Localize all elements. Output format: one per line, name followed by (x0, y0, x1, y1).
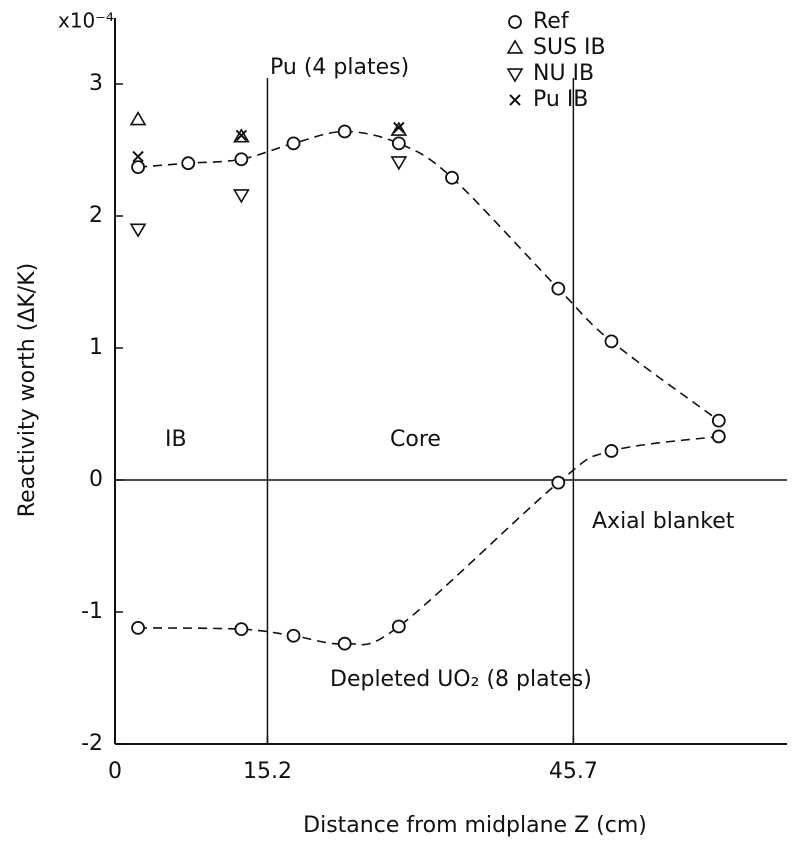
y-tick-label: 3 (89, 71, 103, 96)
x-tick-label: 15.2 (243, 759, 292, 784)
data-point (711, 429, 726, 444)
data-point (234, 152, 249, 167)
data-point (232, 189, 250, 204)
legend-marker (509, 94, 521, 106)
x-tick-label: 45.7 (549, 759, 598, 784)
data-point (604, 334, 619, 349)
y-tick-label: -1 (81, 599, 103, 624)
legend-label: Pu IB (533, 87, 588, 112)
y-axis-label: Reactivity worth (ΔK/K) (15, 263, 40, 517)
data-point (551, 281, 566, 296)
data-point (131, 620, 145, 635)
data-point (286, 628, 301, 643)
data-point (234, 622, 249, 637)
data-point (393, 121, 405, 134)
data-point (131, 160, 145, 175)
data-point (445, 170, 459, 185)
data-point (337, 124, 352, 139)
data-point (390, 121, 408, 136)
data-point (286, 136, 301, 151)
annotation: Depleted UO₂ (8 plates) (330, 667, 592, 692)
data-point (711, 413, 726, 428)
x-axis-label: Distance from midplane Z (cm) (303, 813, 647, 838)
data-point (129, 223, 147, 238)
data-point (390, 156, 408, 171)
annotation: Pu (4 plates) (270, 55, 409, 80)
legend-label: SUS IB (533, 35, 606, 60)
fit-curve (138, 130, 720, 422)
legend-label: Ref (533, 9, 570, 34)
y-tick-label: 0 (89, 467, 103, 492)
legend-label: NU IB (533, 61, 594, 86)
y-tick-label: 1 (89, 335, 103, 360)
data-point (391, 136, 406, 151)
annotation: Core (390, 427, 441, 452)
y-unit: x10⁻⁴ (58, 9, 114, 33)
data-point (235, 129, 248, 142)
x-tick-label: 0 (108, 759, 122, 784)
legend-marker (506, 39, 524, 54)
annotation: Axial blanket (592, 509, 735, 534)
data-point (337, 636, 352, 651)
y-tick-label: 2 (89, 203, 103, 228)
legend-marker (506, 68, 524, 83)
data-point (132, 150, 144, 163)
data-point (391, 619, 406, 634)
fit-curve (138, 435, 719, 646)
data-point (181, 156, 196, 171)
annotation: IB (165, 427, 187, 452)
data-point (604, 444, 619, 458)
y-tick-label: -2 (81, 731, 103, 756)
data-point (129, 111, 147, 126)
legend-marker (508, 15, 522, 29)
data-point (551, 475, 566, 490)
